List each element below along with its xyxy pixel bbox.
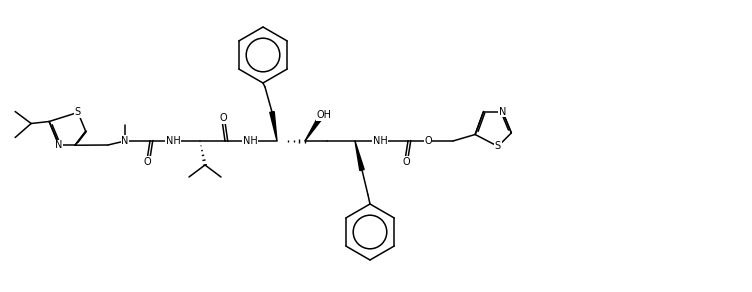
Text: O: O: [424, 136, 432, 146]
Polygon shape: [305, 117, 322, 141]
Text: NH: NH: [243, 136, 257, 146]
Text: N: N: [56, 140, 62, 150]
Text: NH: NH: [165, 136, 180, 146]
Text: O: O: [219, 113, 227, 123]
Text: O: O: [402, 157, 410, 167]
Text: S: S: [495, 141, 501, 151]
Polygon shape: [355, 141, 364, 171]
Text: NH: NH: [373, 136, 387, 146]
Polygon shape: [270, 112, 277, 141]
Text: O: O: [143, 157, 151, 167]
Text: S: S: [75, 107, 81, 117]
Text: N: N: [499, 107, 506, 117]
Text: OH: OH: [317, 110, 332, 120]
Text: N: N: [121, 136, 129, 146]
